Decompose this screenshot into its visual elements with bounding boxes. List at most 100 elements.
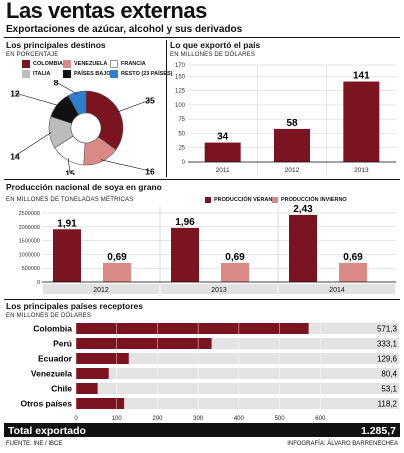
pie-value-label: 15: [65, 168, 75, 175]
bar-value-label: 2,43: [293, 205, 313, 215]
pie-slice: [85, 90, 124, 151]
row-background: [76, 368, 399, 379]
pie-legend-item: FRANCIA: [110, 60, 146, 68]
soya-legend-item: PRODUCCIÓN VERANO: [205, 197, 277, 203]
category-label-bg: [161, 284, 277, 294]
soya-legend-item: PRODUCCIÓN INVIERNO: [272, 197, 347, 203]
soya-title: Producción nacional de soya en grano: [6, 182, 162, 192]
pie-legend-item: COLOMBIA: [22, 60, 63, 68]
bar-value-label: 141: [353, 71, 370, 82]
bar: [76, 368, 109, 379]
legend-label: ITALIA: [33, 71, 51, 77]
pie-legend-item: PAÍSES BAJOS: [63, 70, 114, 78]
x-tick-label: 0: [74, 416, 78, 422]
bar: [274, 128, 310, 162]
section-rule-3: [4, 299, 400, 300]
destinos-unit: EN PORCENTAJE: [6, 52, 59, 58]
bar-value-label: 0,69: [225, 252, 245, 263]
legend-swatch: [110, 70, 118, 78]
row-background: [76, 353, 399, 364]
x-tick-label: 300: [193, 416, 204, 422]
x-tick-label: 500: [275, 416, 286, 422]
section-divider: [166, 40, 167, 177]
bar-value-label: 333,1: [377, 340, 398, 349]
pie-leader: [14, 92, 60, 106]
y-tick-label: 0: [182, 160, 186, 166]
bar-value-label: 0,69: [343, 252, 363, 263]
pie-value-label: 35: [145, 95, 155, 105]
category-label: Venezuela: [31, 369, 72, 379]
x-tick-label: 2012: [93, 287, 109, 294]
y-tick-label: 25: [178, 146, 185, 152]
pie-legend-item: ITALIA: [22, 70, 50, 78]
x-tick-label: 2014: [329, 287, 345, 294]
y-tick-label: 500000: [22, 266, 40, 272]
pie-leader: [100, 159, 151, 172]
pie-leader: [67, 158, 71, 174]
bar-value-label: 1,96: [175, 217, 195, 228]
bar: [289, 214, 317, 282]
bar: [76, 353, 129, 364]
total-value: 1.285,7: [361, 425, 396, 437]
y-tick-label: 1000000: [19, 252, 40, 258]
legend-label: VENEZUELA: [74, 61, 108, 67]
legend-swatch: [272, 197, 278, 203]
y-tick-label: 2500000: [19, 211, 40, 217]
legend-label: COLOMBIA: [33, 61, 63, 67]
legend-swatch: [63, 70, 71, 78]
bar: [76, 398, 125, 409]
bar: [103, 262, 131, 282]
pie-leader: [14, 132, 52, 157]
pie-value-label: 14: [10, 151, 20, 161]
legend-swatch: [205, 197, 211, 203]
legend-label: PAÍSES BAJOS: [74, 71, 115, 77]
soya-bar-chart: 0 500000 1000000 1500000 2000000 2500000 1,91 0…: [19, 205, 396, 296]
category-label-bg: [279, 284, 395, 294]
bar: [171, 227, 199, 282]
x-tick-label: 200: [152, 416, 163, 422]
bar: [76, 323, 309, 334]
source-note: FUENTE: INE / IBCE: [6, 441, 63, 447]
y-tick-label: 50: [178, 131, 185, 137]
receptores-bar-chart: Colombia 571,3 Perú 333,1 Ecuador 129,6 Venezu…: [4, 323, 400, 437]
bar-value-label: 118,2: [378, 400, 398, 409]
row-background: [76, 383, 399, 394]
category-label: Ecuador: [38, 354, 73, 364]
row-background: [76, 338, 399, 349]
bar-value-label: 80,4: [381, 370, 397, 379]
category-label: Colombia: [33, 324, 72, 334]
category-label: Chile: [51, 384, 72, 394]
receptores-unit: EN MILLONES DE DÓLARES: [6, 313, 92, 319]
main-subtitle: Exportaciones de azúcar, alcohol y sus d…: [6, 24, 243, 35]
pie-slice: [67, 90, 87, 116]
legend-label: RESTO (23 PAÍSES): [121, 71, 173, 77]
pie-legend-item: RESTO (23 PAÍSES): [110, 70, 172, 78]
x-tick-label: 400: [234, 416, 245, 422]
section-rule-2: [4, 179, 400, 180]
y-tick-label: 150: [175, 74, 186, 80]
pie-leader: [117, 99, 151, 113]
pie-value-label: 16: [145, 166, 155, 175]
legend-swatch: [110, 60, 118, 68]
category-label-bg: [43, 284, 159, 294]
bar-value-label: 58: [286, 118, 298, 129]
total-label: Total exportado: [8, 425, 86, 437]
row-background: [76, 398, 399, 409]
legend-swatch: [22, 70, 30, 78]
y-tick-label: 170: [175, 63, 186, 69]
x-tick-label: 100: [112, 416, 123, 422]
legend-swatch: [22, 60, 30, 68]
bar: [339, 262, 367, 282]
destinos-title: Los principales destinos: [6, 40, 106, 50]
exporto-title: Lo que exportó el país: [170, 40, 261, 50]
bar-value-label: 53,1: [381, 385, 397, 394]
exports-bar-chart: 0 25 50 75 100 125 150 170 34 2011 58 2012 141 2013: [175, 63, 396, 176]
y-tick-label: 0: [37, 280, 40, 286]
y-tick-label: 75: [178, 117, 185, 123]
header-rule: [4, 37, 400, 38]
x-tick-label: 2012: [285, 167, 300, 174]
bar: [76, 383, 98, 394]
bar-value-label: 0,69: [107, 252, 127, 263]
bar-value-label: 571,3: [377, 325, 398, 334]
x-tick-label: 600: [315, 416, 326, 422]
